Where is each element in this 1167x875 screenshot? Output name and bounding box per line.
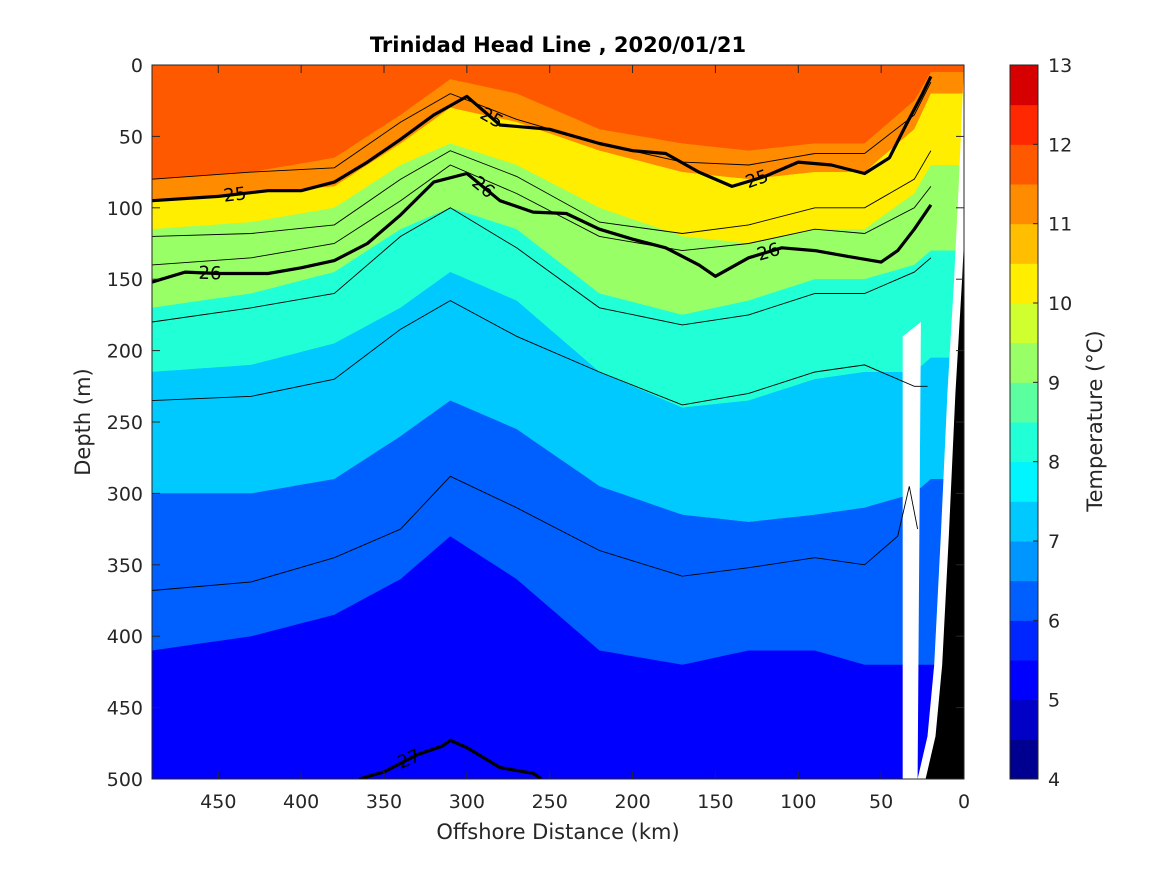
y-axis-ticks: 0 50 100 150 200 250 300 350 400 450 500: [107, 55, 964, 791]
colorbar-band: [1010, 699, 1038, 740]
temp-subband: [152, 143, 964, 276]
y-tick-label: 200: [107, 341, 143, 363]
density-contour-26: [152, 171, 933, 284]
thin-contour: [152, 300, 928, 406]
temp-subband: [152, 272, 964, 462]
thin-density-contours: [152, 81, 932, 591]
colorbar-band: [1010, 382, 1038, 423]
x-tick-label: 300: [449, 791, 485, 813]
temp-subband: [152, 207, 964, 362]
x-tick-label: 250: [532, 791, 568, 813]
colorbar-tick-label: 7: [1048, 531, 1060, 553]
temp-subband: [152, 400, 964, 590]
x-tick-label: 100: [780, 791, 816, 813]
x-tick-label: 150: [697, 791, 733, 813]
colorbar-band: [1010, 580, 1038, 621]
colorbar-tick-label: 5: [1048, 690, 1060, 712]
temp-subband: [152, 93, 964, 215]
colorbar-band: [1010, 65, 1038, 106]
thin-contour: [152, 475, 919, 591]
thin-contour: [152, 207, 932, 326]
y-axis-label: Depth (m): [71, 368, 95, 475]
colorbar-band: [1010, 263, 1038, 304]
chart-title: Trinidad Head Line , 2020/01/21: [370, 33, 746, 57]
colorbar-tick-label: 6: [1048, 610, 1060, 632]
contour-label: 26: [198, 263, 221, 285]
y-tick-label: 50: [119, 126, 143, 148]
colorbar-band: [1010, 620, 1038, 661]
bathymetry-mask: [902, 65, 964, 779]
y-tick-label: 450: [107, 698, 143, 720]
thin-contour: [152, 164, 932, 266]
x-axis-ticks: 450 400 350 300 250 200 150 100 50 0: [200, 65, 970, 813]
colorbar-label: Temperature (°C): [1083, 330, 1107, 512]
x-tick-label: 200: [614, 791, 650, 813]
density-contour-27: [358, 738, 543, 779]
colorbar-tick-label: 13: [1048, 55, 1072, 77]
colorbar-tick-label: 11: [1048, 214, 1072, 236]
colorbar-band: [1010, 660, 1038, 701]
colorbar-band: [1010, 501, 1038, 542]
colorbar-frame: [1009, 64, 1039, 780]
x-tick-label: 0: [958, 791, 970, 813]
colorbar-band: [1010, 541, 1038, 582]
colorbar: 4 5 6 7 8 9 10 11 12 13: [1009, 55, 1072, 791]
colorbar-band: [1010, 422, 1038, 463]
contour-label-group: 25: [222, 183, 247, 206]
colorbar-tick-label: 10: [1048, 293, 1072, 315]
temp-band: [152, 65, 964, 180]
contour-label-group: 26: [198, 263, 221, 285]
x-tick-label: 450: [200, 791, 236, 813]
seafloor: [925, 65, 964, 779]
x-axis-label: Offshore Distance (km): [436, 820, 679, 844]
colorbar-tick-label: 9: [1048, 372, 1060, 394]
y-tick-label: 400: [107, 626, 143, 648]
colorbar-band: [1010, 461, 1038, 502]
x-tick-label: 400: [283, 791, 319, 813]
y-tick-label: 350: [107, 555, 143, 577]
y-tick-label: 300: [107, 483, 143, 505]
y-tick-label: 250: [107, 412, 143, 434]
colorbar-band: [1010, 104, 1038, 145]
colorbar-tick-label: 12: [1048, 134, 1072, 156]
colorbar-band: [1010, 342, 1038, 383]
density-contour-25: [152, 75, 933, 203]
y-tick-label: 150: [107, 269, 143, 291]
x-tick-label: 50: [869, 791, 893, 813]
colorbar-band: [1010, 303, 1038, 344]
colorbar-band: [1010, 739, 1038, 780]
temperature-field: [152, 65, 964, 779]
y-tick-label: 100: [107, 198, 143, 220]
contour-label: 25: [222, 183, 247, 206]
thin-contour: [152, 150, 932, 237]
colorbar-tick-label: 8: [1048, 452, 1060, 474]
y-tick-label: 0: [131, 55, 143, 77]
temp-subband: [152, 72, 964, 190]
colorbar-band: [1010, 184, 1038, 225]
colorbar-band: [1010, 223, 1038, 264]
colorbar-tick-label: 4: [1048, 769, 1060, 791]
y-tick-label: 500: [107, 769, 143, 791]
x-tick-label: 350: [366, 791, 402, 813]
colorbar-band: [1010, 144, 1038, 185]
